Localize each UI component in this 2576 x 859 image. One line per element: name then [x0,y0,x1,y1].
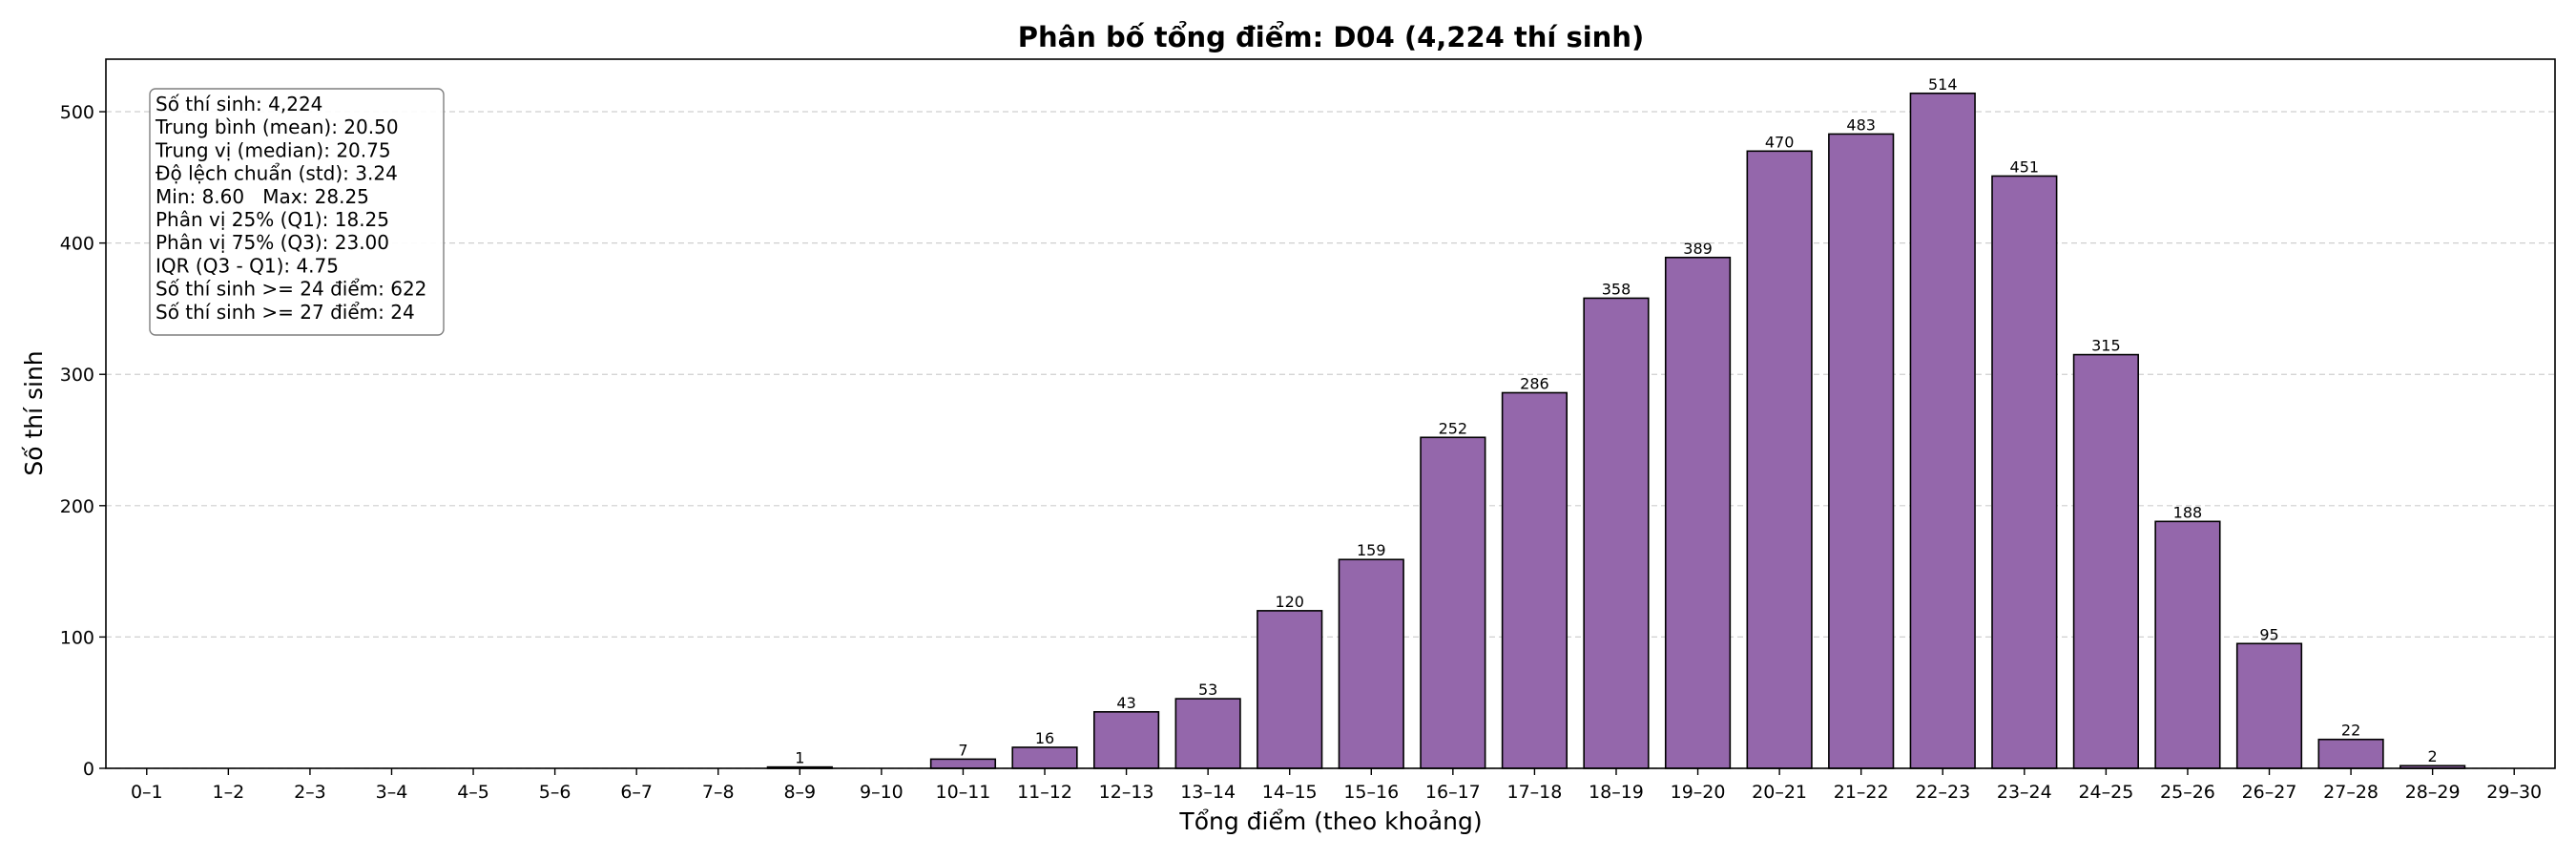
x-tick-label: 3–4 [376,782,408,803]
x-axis: 0–1 1–2 2–3 3–4 4–5 5–6 6–7 7–8 8–9 9–10 10–11 11–1… [131,768,2542,803]
bar-value-label: 120 [1275,593,1304,611]
bar [1828,133,1895,769]
bar-value-label: 252 [1439,419,1468,437]
bar [2072,353,2139,769]
x-tick-label: 25–26 [2160,782,2215,803]
bar [1909,92,1976,769]
x-tick-label: 9–10 [860,782,904,803]
bar-value-label: 95 [2259,625,2278,643]
bar [2235,642,2303,769]
x-tick-label: 2–3 [294,782,326,803]
stats-line: IQR (Q3 - Q1): 4.75 [156,254,339,277]
stats-line: Trung bình (mean): 20.50 [155,115,399,138]
x-tick-label: 29–30 [2486,782,2542,803]
x-tick-label: 20–21 [1752,782,1807,803]
bar [1583,297,1650,769]
bar-value-label: 7 [958,741,967,759]
stats-line: Min: 8.60 Max: 28.25 [156,185,369,208]
x-axis-title: Tổng điểm (theo khoảng) [1178,807,1482,835]
bar [929,758,997,769]
bar [1011,746,1078,769]
bars [766,92,2466,769]
bar-value-label: 315 [2091,337,2121,355]
bar [1338,558,1404,769]
x-tick-label: 6–7 [620,782,653,803]
bar [1501,391,1568,769]
bar-value-label: 1 [795,749,804,767]
x-tick-label: 26–27 [2242,782,2297,803]
y-axis-title: Số thí sinh [20,350,48,475]
stats-line: Trung vị (median): 20.75 [155,138,391,161]
x-tick-label: 22–23 [1915,782,1970,803]
bar-value-label: 470 [1765,133,1795,151]
bar-value-label: 286 [1520,374,1549,392]
y-tick-label: 500 [60,102,94,123]
stats-box-frame [149,88,445,336]
y-tick-label: 100 [60,627,94,648]
x-tick-label: 10–11 [936,782,991,803]
y-axis: 0 100 200 300 400 500 [60,102,106,780]
data-labels: 1 7 16 43 53 120 159 252 286 358 389 470 483 514 451 31… [795,75,2438,767]
x-tick-label: 1–2 [213,782,245,803]
bar [2154,520,2221,769]
y-tick-label: 0 [83,759,94,780]
bar-value-label: 451 [2010,157,2040,176]
x-tick-label: 11–12 [1017,782,1072,803]
x-tick-label: 27–28 [2323,782,2379,803]
stats-line: Phân vị 25% (Q1): 18.25 [156,208,389,231]
stats-line: Số thí sinh >= 27 điểm: 24 [156,301,415,324]
y-tick-label: 300 [60,365,94,386]
bar-value-label: 188 [2173,503,2203,521]
bar-value-label: 159 [1357,541,1386,559]
x-tick-label: 18–19 [1589,782,1644,803]
y-tick-label: 200 [60,496,94,517]
bar-value-label: 2 [2428,747,2438,765]
x-tick-label: 15–16 [1343,782,1399,803]
bar-value-label: 16 [1035,729,1054,747]
x-tick-label: 17–18 [1506,782,1562,803]
y-tick-label: 400 [60,234,94,255]
x-tick-label: 28–29 [2405,782,2461,803]
x-tick-label: 21–22 [1834,782,1889,803]
bar-value-label: 389 [1683,240,1713,258]
chart-title: Phân bố tổng điểm: D04 (4,224 thí sinh) [1018,21,1644,53]
bar [1174,698,1241,769]
stats-line: Số thí sinh >= 24 điểm: 622 [156,278,426,301]
bar [1664,256,1732,769]
stats-line: Độ lệch chuẩn (std): 3.24 [156,162,398,185]
stats-line: Phân vị 75% (Q3): 23.00 [156,231,389,254]
x-tick-label: 19–20 [1671,782,1726,803]
x-tick-label: 5–6 [539,782,571,803]
x-tick-label: 13–14 [1180,782,1236,803]
x-tick-label: 7–8 [702,782,735,803]
x-tick-label: 0–1 [131,782,163,803]
stats-line: Số thí sinh: 4,224 [156,93,322,115]
plot-frame [105,58,2556,769]
bar-value-label: 358 [1602,280,1631,298]
bar [1257,610,1323,769]
bar-value-label: 53 [1198,681,1217,699]
x-tick-label: 12–13 [1099,782,1154,803]
x-tick-label: 23–24 [1997,782,2052,803]
bar [1420,436,1486,769]
x-tick-label: 16–17 [1425,782,1481,803]
bar [1746,150,1813,769]
bar-value-label: 514 [1928,75,1958,94]
bar-value-label: 483 [1846,115,1876,134]
x-tick-label: 4–5 [457,782,489,803]
bar [2317,738,2384,769]
bar-value-label: 43 [1116,694,1135,712]
x-tick-label: 24–25 [2078,782,2133,803]
bar-value-label: 22 [2341,722,2360,740]
x-tick-label: 14–15 [1262,782,1318,803]
bar [1092,711,1160,769]
x-tick-label: 8–9 [783,782,816,803]
bar [1991,175,2058,769]
